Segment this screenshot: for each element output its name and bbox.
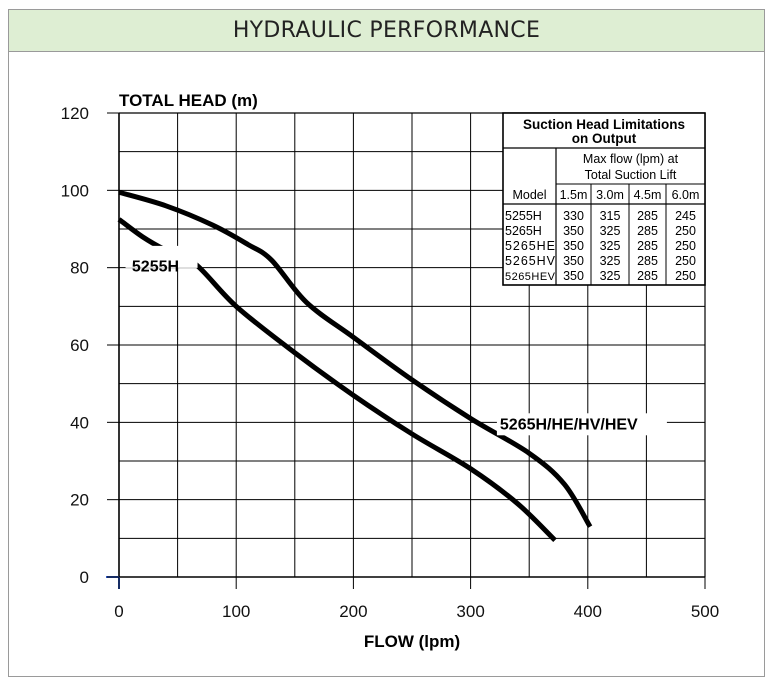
table-cell-value: 250	[675, 239, 696, 253]
series-label-bg	[125, 245, 198, 268]
x-tick-label: 300	[456, 602, 484, 621]
table-title: Suction Head Limitations	[523, 117, 685, 132]
x-tick-label: 400	[574, 602, 602, 621]
y-tick-label: 80	[70, 259, 89, 278]
suction-table	[502, 112, 706, 286]
x-axis-title: FLOW (lpm)	[364, 632, 460, 651]
series-label-5265: 5265H/HE/HV/HEV	[500, 416, 638, 433]
table-cell-value: 245	[675, 209, 696, 223]
curve-5265h-he-hv-hev	[118, 189, 593, 529]
table-subhead: Max flow (lpm) at	[583, 152, 679, 166]
table-column-header: 4.5m	[634, 188, 662, 202]
y-axis-title: TOTAL HEAD (m)	[119, 91, 258, 110]
table-column-header: 1.5m	[560, 188, 588, 202]
table-cell-value: 250	[675, 269, 696, 283]
x-tick-label: 200	[339, 602, 367, 621]
table-cell-value: 350	[563, 224, 584, 238]
y-tick-label: 0	[80, 568, 89, 587]
series-label-5255h: 5255H	[132, 259, 179, 276]
table-cell-value: 350	[563, 254, 584, 268]
x-tick-label: 500	[691, 602, 719, 621]
y-tick-label: 40	[70, 413, 89, 432]
x-tick-label: 0	[114, 602, 123, 621]
y-tick-label: 120	[61, 104, 89, 123]
table-cell-value: 315	[600, 209, 621, 223]
table-cell-model: 5265HV	[505, 254, 556, 268]
table-subhead: Total Suction Lift	[585, 168, 677, 182]
table-column-header: 3.0m	[596, 188, 624, 202]
y-tick-label: 60	[70, 336, 89, 355]
table-cell-value: 325	[600, 239, 621, 253]
table-cell-value: 285	[637, 224, 658, 238]
table-cell-value: 350	[563, 269, 584, 283]
y-tick-label: 100	[61, 181, 89, 200]
table-title: on Output	[572, 131, 637, 146]
table-cell-model: 5265HE	[505, 239, 555, 253]
table-cell-value: 285	[637, 239, 658, 253]
y-tick-label: 20	[70, 491, 89, 510]
table-cell-value: 250	[675, 254, 696, 268]
banner-title: HYDRAULIC PERFORMANCE	[9, 10, 764, 52]
table-cell-value: 330	[563, 209, 584, 223]
table-column-header: 6.0m	[672, 188, 700, 202]
table-cell-model: 5265H	[505, 224, 542, 238]
table-cell-value: 285	[637, 269, 658, 283]
table-cell-value: 325	[600, 254, 621, 268]
series-label-bg	[496, 413, 667, 436]
x-tick-label: 100	[222, 602, 250, 621]
table-cell-value: 285	[637, 209, 658, 223]
table-cell-value: 325	[600, 224, 621, 238]
table-cell-value: 350	[563, 239, 584, 253]
table-cell-model: 5255H	[505, 209, 542, 223]
table-cell-value: 250	[675, 224, 696, 238]
table-cell-model: 5265HEV	[505, 271, 556, 283]
table-column-header: Model	[512, 188, 546, 202]
table-cell-value: 285	[637, 254, 658, 268]
table-cell-value: 325	[600, 269, 621, 283]
